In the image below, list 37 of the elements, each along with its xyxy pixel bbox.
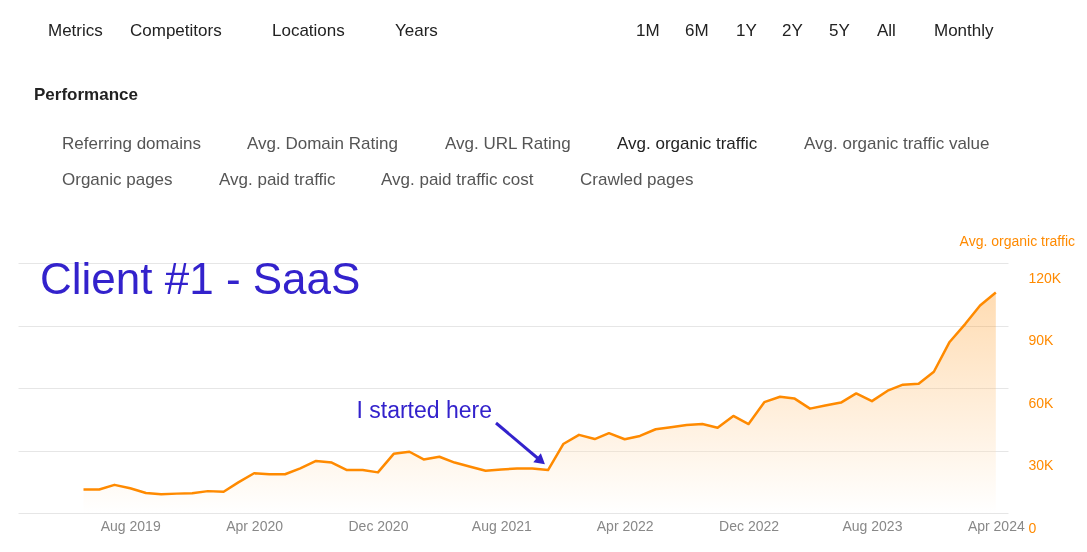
y-tick-label: 120K bbox=[1028, 269, 1062, 286]
text: Crawled pages bbox=[580, 170, 694, 189]
text: Performance bbox=[34, 85, 138, 104]
x-tick-label: Apr 2022 bbox=[596, 517, 654, 534]
y-tick-label: 30K bbox=[1028, 457, 1055, 473]
text: Avg. Domain Rating bbox=[247, 134, 398, 153]
y-tick-label: 90K bbox=[1028, 332, 1055, 348]
text: Monthly bbox=[934, 21, 995, 40]
text: Locations bbox=[272, 21, 345, 40]
x-tick-label: Aug 2019 bbox=[100, 517, 161, 534]
y-tick-label: 60K bbox=[1028, 394, 1055, 411]
x-tick-label: Apr 2024 bbox=[967, 517, 1025, 534]
text: Metrics bbox=[48, 21, 103, 40]
text: Avg. paid traffic cost bbox=[381, 170, 534, 189]
x-tick-label: Dec 2022 bbox=[719, 517, 780, 534]
text: Avg. organic traffic bbox=[617, 134, 758, 153]
x-tick-label: Apr 2020 bbox=[226, 517, 284, 534]
text: 2Y bbox=[782, 21, 803, 40]
text: Avg. paid traffic bbox=[219, 170, 337, 189]
text: 6M bbox=[685, 21, 709, 40]
text: Referring domains bbox=[62, 134, 201, 153]
text: All bbox=[877, 21, 896, 40]
y-tick-label: 0 bbox=[1028, 519, 1037, 536]
text: Avg. URL Rating bbox=[445, 134, 571, 153]
x-tick-label: Dec 2020 bbox=[348, 517, 409, 534]
text: Competitors bbox=[130, 21, 222, 40]
x-tick-label: Aug 2021 bbox=[471, 517, 532, 534]
text: 1Y bbox=[736, 21, 757, 40]
chart-title: Client #1 - SaaS bbox=[40, 254, 361, 303]
annotation: I started here bbox=[356, 397, 492, 423]
text: Organic pages bbox=[62, 170, 173, 189]
text: 5Y bbox=[829, 21, 850, 40]
text: 1M bbox=[636, 21, 660, 40]
x-tick-label: Aug 2023 bbox=[842, 517, 903, 534]
text: Years bbox=[395, 21, 438, 40]
y-axis-title: Avg. organic traffic bbox=[959, 233, 1075, 249]
text: Avg. organic traffic value bbox=[804, 134, 990, 153]
